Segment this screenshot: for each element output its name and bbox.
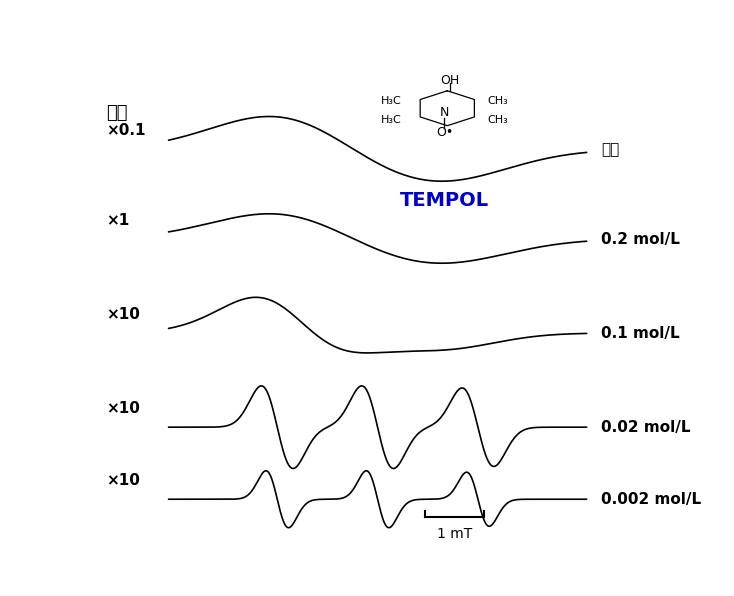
Text: ×10: ×10 (106, 401, 140, 416)
Text: 粉末: 粉末 (601, 142, 619, 157)
Text: N: N (440, 106, 449, 119)
Text: O•: O• (436, 126, 453, 139)
Text: 0.02 mol/L: 0.02 mol/L (601, 420, 691, 434)
Text: 0.2 mol/L: 0.2 mol/L (601, 231, 680, 247)
Text: ×1: ×1 (106, 213, 129, 228)
Text: ×10: ×10 (106, 473, 140, 488)
Text: CH₃: CH₃ (487, 114, 508, 125)
Text: H₃C: H₃C (381, 114, 401, 125)
Text: 倍率: 倍率 (106, 104, 128, 122)
Text: OH: OH (440, 74, 459, 87)
Text: CH₃: CH₃ (487, 97, 508, 106)
Text: 0.1 mol/L: 0.1 mol/L (601, 325, 680, 340)
Text: 1 mT: 1 mT (437, 527, 472, 541)
Text: TEMPOL: TEMPOL (400, 191, 489, 210)
Text: H₃C: H₃C (381, 97, 401, 106)
Text: ×0.1: ×0.1 (106, 123, 145, 138)
Text: ×10: ×10 (106, 306, 140, 322)
Text: 0.002 mol/L: 0.002 mol/L (601, 492, 701, 507)
